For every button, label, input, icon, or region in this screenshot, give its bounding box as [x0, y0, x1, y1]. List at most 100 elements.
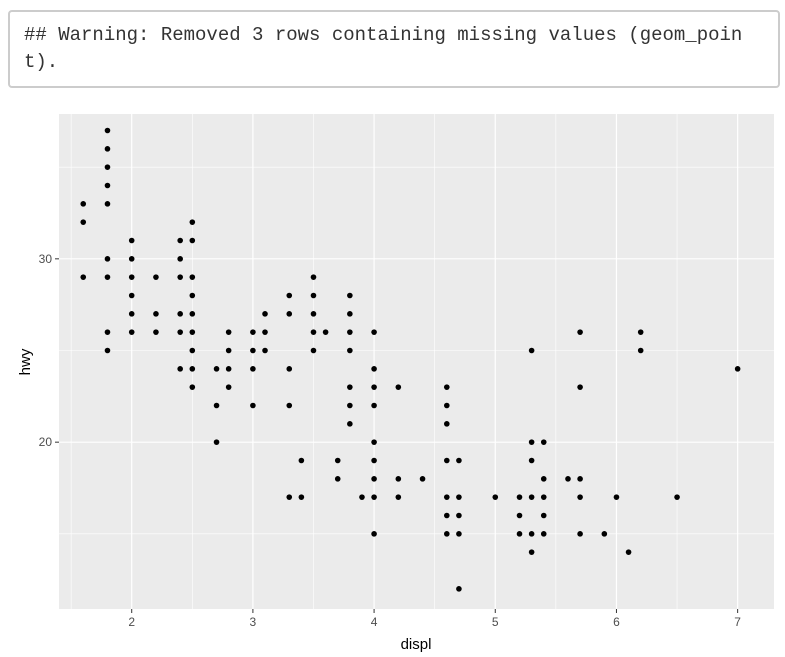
data-point [189, 366, 196, 372]
x-tick-label: 6 [613, 615, 620, 629]
data-point [395, 384, 402, 390]
data-point [189, 237, 196, 244]
data-point [250, 366, 256, 372]
data-point [310, 329, 317, 335]
data-point [443, 384, 450, 390]
data-point [177, 329, 183, 335]
data-point [371, 384, 377, 390]
data-point [213, 439, 220, 445]
data-point [250, 402, 256, 409]
data-point [577, 384, 583, 390]
data-point [347, 347, 353, 354]
data-point [298, 494, 305, 500]
data-point [104, 164, 111, 170]
x-tick-label: 5 [492, 615, 499, 629]
data-point [298, 457, 305, 464]
data-point [128, 329, 135, 335]
data-point [443, 457, 450, 464]
data-point [128, 292, 135, 299]
data-point [213, 366, 220, 372]
data-point [177, 274, 183, 280]
data-point [371, 457, 377, 464]
data-point [262, 329, 268, 335]
x-tick-label: 2 [128, 615, 135, 629]
data-point [637, 347, 644, 354]
data-point [104, 347, 111, 354]
data-point [613, 494, 620, 500]
warning-message: ## Warning: Removed 3 rows containing mi… [8, 10, 780, 88]
data-point [540, 494, 547, 500]
data-point [734, 366, 741, 372]
data-point [371, 366, 377, 372]
data-point [104, 201, 111, 207]
data-point [189, 219, 196, 225]
data-point [371, 494, 377, 500]
data-point [262, 311, 268, 317]
data-point [516, 512, 523, 519]
data-point [286, 366, 293, 372]
data-point [540, 476, 547, 482]
x-tick-label: 3 [250, 615, 257, 629]
y-tick-label: 30 [39, 252, 53, 266]
data-point [456, 512, 462, 519]
data-point [286, 494, 293, 500]
data-point [189, 311, 196, 317]
data-point [104, 274, 111, 280]
data-point [371, 531, 377, 537]
data-point [516, 494, 523, 500]
data-point [347, 402, 353, 409]
data-point [601, 531, 608, 537]
data-point [128, 311, 135, 317]
data-point [347, 421, 353, 427]
data-point [225, 384, 232, 390]
data-point [577, 329, 583, 335]
data-point [528, 347, 535, 354]
data-point [177, 256, 183, 262]
data-point [371, 329, 377, 335]
data-point [189, 384, 196, 390]
data-point [177, 366, 183, 372]
data-point [128, 237, 135, 244]
data-point [419, 476, 426, 482]
data-point [250, 347, 256, 354]
data-point [104, 127, 111, 134]
data-point [153, 311, 159, 317]
scatter-plot: 2 3 4 5 6 7 20 30 displ hwy [17, 114, 774, 653]
plot-layer: 2 3 4 5 6 7 20 30 [39, 114, 774, 629]
data-point [225, 366, 232, 372]
data-point [310, 292, 317, 299]
data-point [528, 531, 535, 537]
data-point [128, 274, 135, 280]
data-point [347, 329, 353, 335]
data-point [625, 549, 632, 555]
data-point [371, 402, 377, 409]
data-point [347, 384, 353, 390]
data-point [540, 512, 547, 519]
data-point [443, 531, 450, 537]
data-point [104, 256, 111, 262]
data-point [443, 494, 450, 500]
data-point [286, 292, 293, 299]
data-point [456, 531, 462, 537]
data-point [456, 457, 462, 464]
data-point [250, 329, 256, 335]
data-point [565, 476, 571, 482]
data-point [80, 219, 87, 225]
y-tick-label: 20 [39, 435, 53, 449]
x-axis-title: displ [401, 636, 432, 653]
data-point [371, 439, 377, 445]
data-point [153, 329, 159, 335]
data-point [213, 402, 220, 409]
data-point [528, 457, 535, 464]
data-point [189, 292, 196, 299]
data-point [674, 494, 680, 500]
data-point [286, 402, 293, 409]
data-point [310, 347, 317, 354]
data-point [286, 311, 293, 317]
data-point [516, 531, 523, 537]
plot-panel [59, 114, 774, 609]
data-point [189, 329, 196, 335]
x-tick-label: 4 [371, 615, 378, 629]
data-point [637, 329, 644, 335]
data-point [334, 457, 341, 464]
